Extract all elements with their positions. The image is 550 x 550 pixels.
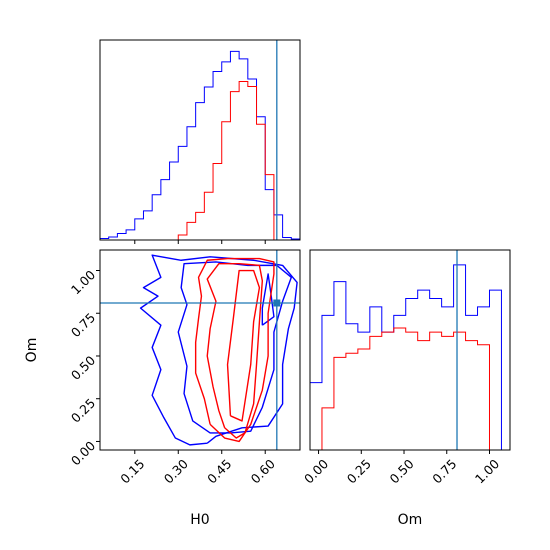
om-x-tick-label-0: 0.00 (301, 456, 331, 486)
h0-om-contour-panel: 0.15 0.30 0.45 0.60 0.00 0.25 0.50 0.75 1.00 (68, 249, 301, 486)
om-histogram-plot-area (310, 250, 502, 450)
om-y-tick-label-4: 1.00 (68, 267, 98, 297)
truth-marker (273, 299, 281, 307)
contour-series-0-level-0 (139, 254, 298, 446)
h0-x-tick-label-3: 0.60 (248, 456, 278, 486)
h0-om-plot-area (100, 250, 300, 450)
om-histogram-series-1 (321, 327, 490, 450)
contour-series-1-level-1 (206, 262, 264, 439)
om-x-tick-label-1: 0.25 (344, 456, 374, 486)
om-histogram-series-0 (310, 264, 502, 450)
h0-om-frame (99, 249, 301, 451)
h0-histogram-series-0 (100, 50, 300, 240)
om-x-tick-label-2: 0.50 (386, 456, 416, 486)
contour-series-0-level-2 (261, 273, 275, 326)
y-axis-label-om: Om (24, 338, 40, 363)
x-axis-label-om: Om (398, 512, 423, 528)
om-x-tick-label-4: 1.00 (472, 456, 502, 486)
h0-histogram-panel (99, 39, 301, 244)
om-histogram-frame (309, 249, 511, 451)
om-y-tick-label-1: 0.25 (68, 395, 98, 425)
om-y-tick-label-3: 0.75 (68, 310, 98, 340)
h0-histogram-series-1 (177, 81, 275, 240)
contour-series-0-level-1 (177, 261, 293, 434)
contour-series-1-level-0 (194, 257, 275, 443)
contour-series-1-level-2 (226, 269, 261, 422)
om-y-tick-label-0: 0.00 (68, 438, 98, 468)
om-histogram-panel: 0.00 0.25 0.50 0.75 1.00 (301, 249, 511, 486)
om-y-tick-label-2: 0.50 (68, 353, 98, 383)
om-x-tick-label-3: 0.75 (429, 456, 459, 486)
h0-x-tick-label-0: 0.15 (117, 456, 147, 486)
h0-histogram-frame (99, 39, 301, 241)
x-axis-label-h0: H0 (190, 512, 209, 528)
h0-x-tick-label-2: 0.45 (204, 456, 234, 486)
h0-x-tick-label-1: 0.30 (161, 456, 191, 486)
h0-histogram-plot-area (100, 40, 300, 240)
